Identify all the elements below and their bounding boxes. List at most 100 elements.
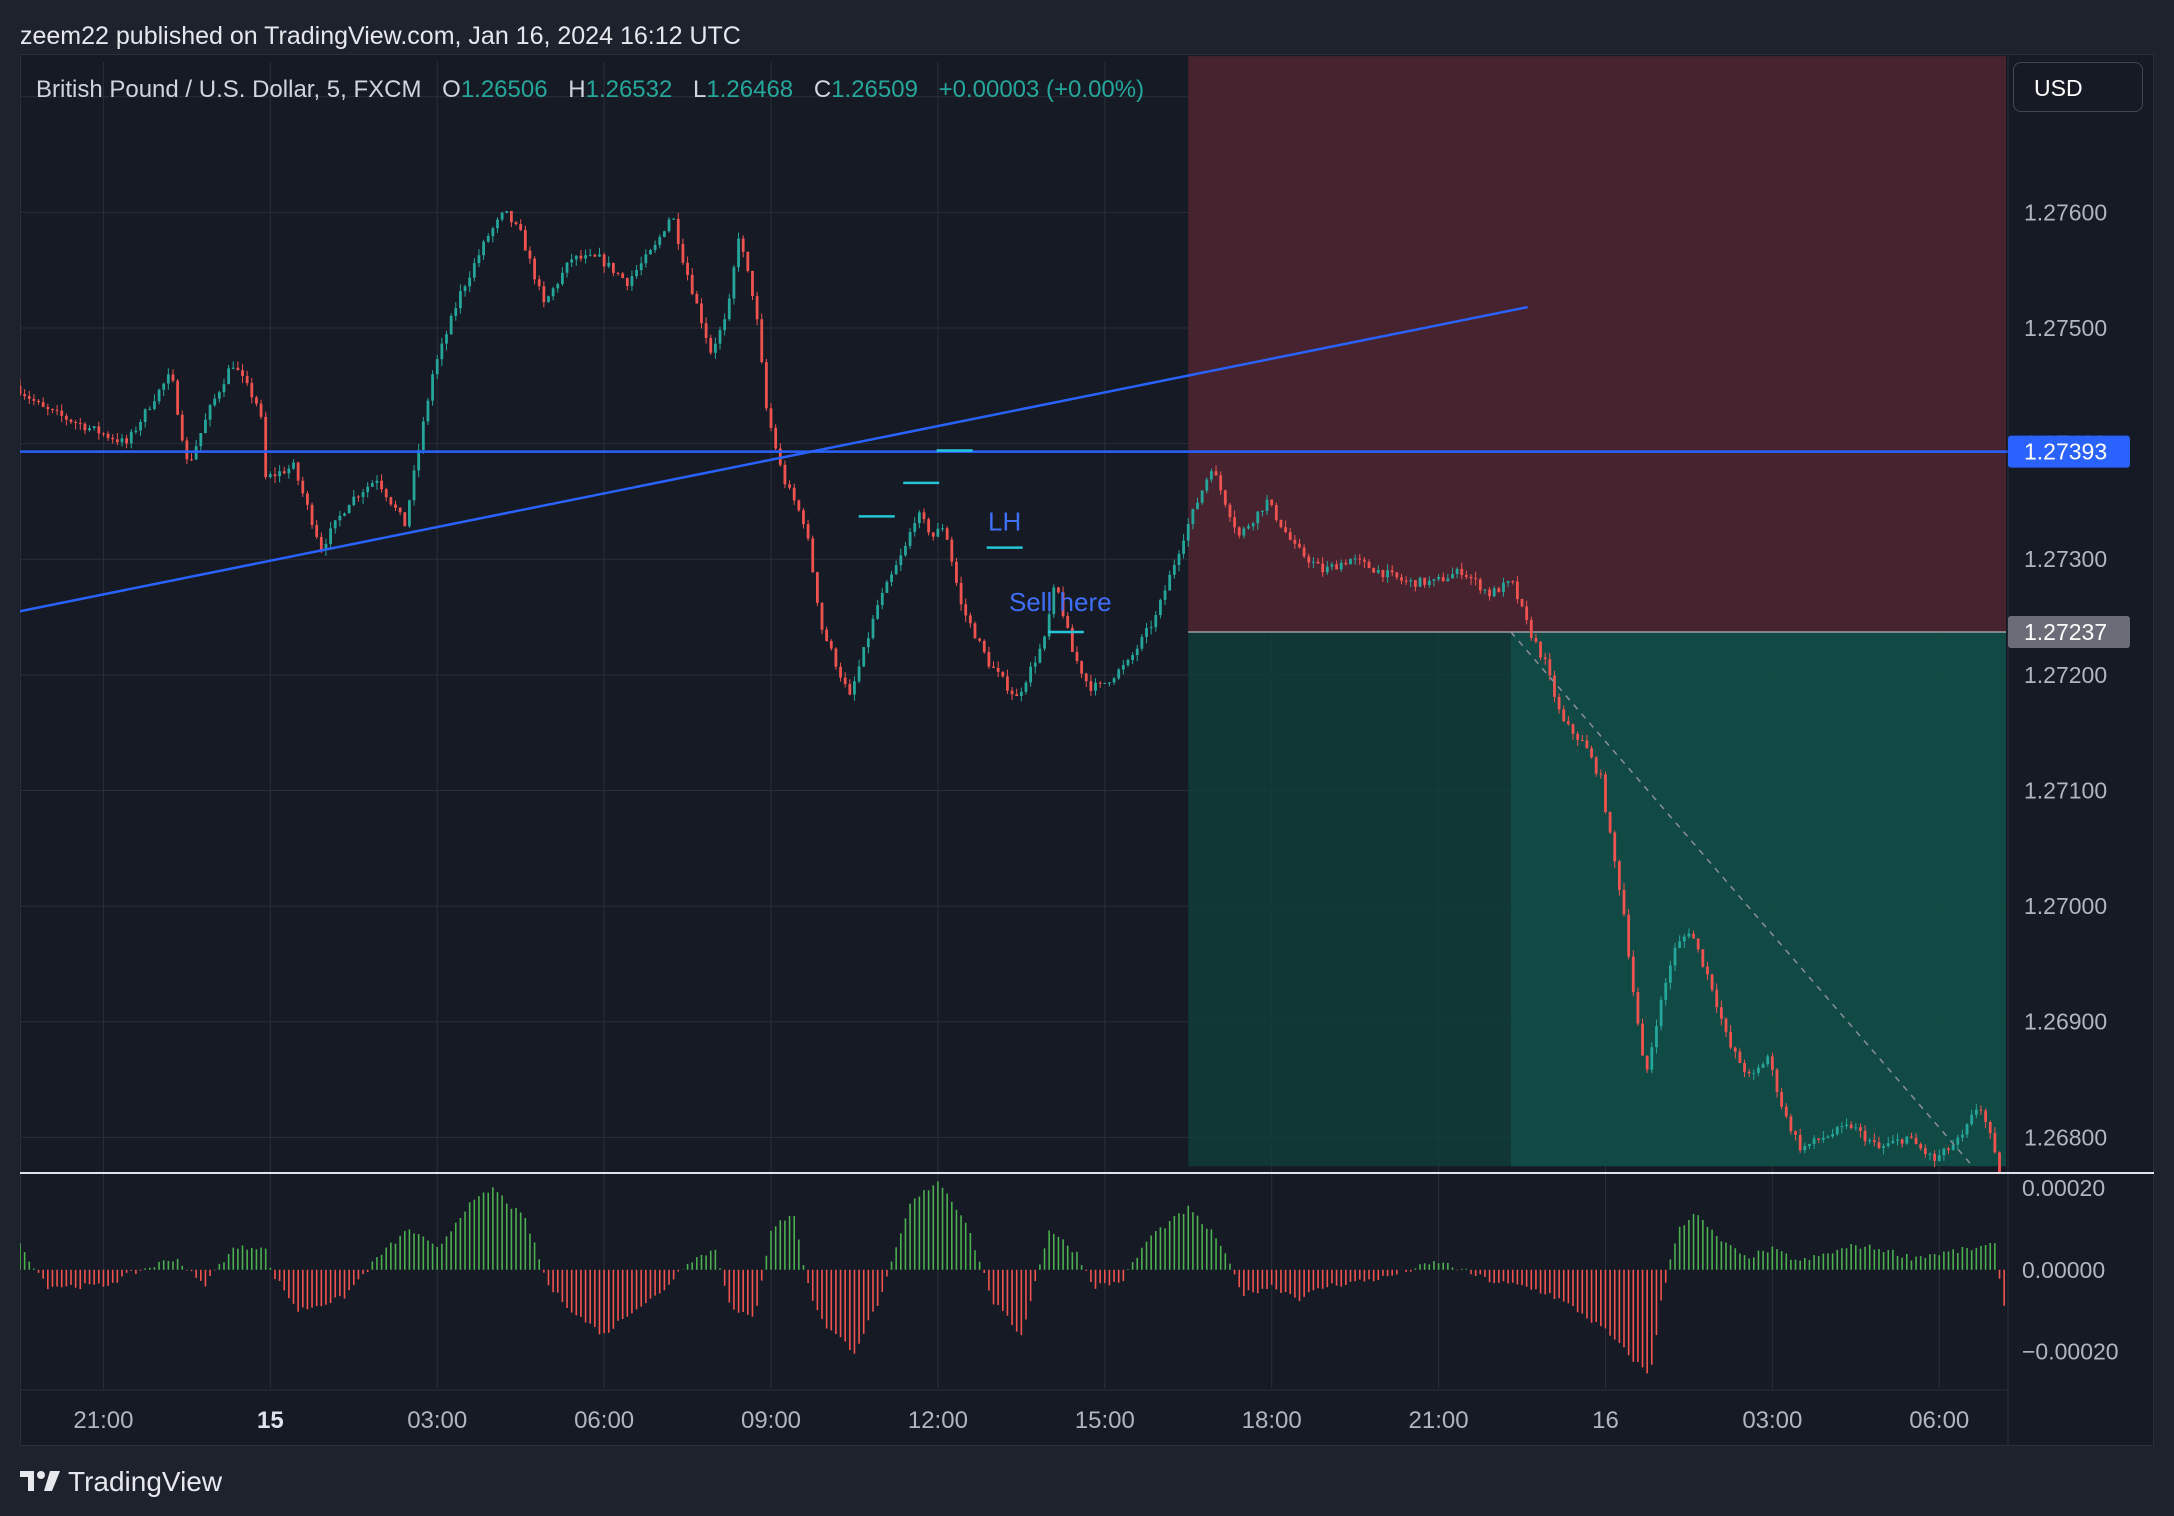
candle (519, 219, 523, 232)
candle (227, 364, 231, 385)
candle-body (1233, 517, 1236, 528)
candle-body (1196, 502, 1199, 510)
candle-body (755, 296, 759, 320)
currency-button[interactable]: USD (2013, 62, 2143, 112)
candle (1984, 1108, 1987, 1129)
candle-body (811, 538, 815, 573)
candle-body (996, 667, 1000, 672)
candle-body (681, 243, 685, 263)
candle-body (1636, 992, 1640, 1024)
candle (250, 378, 254, 404)
candle-body (519, 224, 523, 231)
candle-body (1145, 628, 1148, 637)
candle-body (639, 263, 643, 271)
candle-body (199, 433, 203, 447)
price-tick-label: 1.27100 (2024, 777, 2107, 803)
candle (598, 247, 601, 257)
candle-body (1733, 1047, 1737, 1052)
candle (1441, 572, 1445, 582)
candle-body (333, 520, 337, 529)
candle (955, 557, 958, 586)
candle-body (1483, 589, 1487, 591)
candle-body (361, 492, 365, 498)
candle (510, 210, 513, 228)
candle-body (565, 262, 569, 273)
candle-body (329, 528, 332, 544)
candle (1562, 705, 1566, 723)
candle-body (1084, 673, 1088, 682)
candle (1798, 1128, 1802, 1154)
candle (282, 466, 286, 475)
candle-body (185, 440, 189, 460)
candle-body (1998, 1152, 2001, 1172)
candle (1159, 598, 1162, 619)
candle (584, 249, 587, 264)
candle (459, 284, 462, 314)
symbol-name[interactable]: British Pound / U.S. Dollar, 5, FXCM (36, 76, 422, 103)
high-label: H (568, 76, 586, 103)
candle-body (1339, 562, 1343, 570)
candle-body (1553, 675, 1556, 697)
candle (1933, 1150, 1936, 1168)
candle-body (236, 367, 240, 371)
candle (843, 672, 847, 688)
candle (1826, 1134, 1830, 1139)
candle-body (301, 480, 305, 494)
candle (1511, 580, 1515, 585)
candle (1956, 1134, 1960, 1151)
candle (945, 526, 949, 541)
candle (1381, 569, 1385, 583)
candle (676, 212, 680, 250)
candle (1488, 586, 1491, 601)
candle (199, 433, 203, 453)
candle-body (1692, 933, 1695, 939)
candle-body (1293, 539, 1297, 544)
candle (625, 277, 629, 291)
candle-body (1520, 598, 1524, 607)
candle (1743, 1059, 1746, 1078)
candle (162, 382, 166, 397)
candle-body (440, 343, 444, 360)
candle (769, 403, 773, 432)
candle-body (1098, 682, 1102, 684)
candle (1539, 641, 1542, 661)
candle-body (551, 288, 555, 297)
candle (1891, 1135, 1895, 1144)
candle (1409, 577, 1413, 588)
candle-body (1367, 561, 1371, 569)
candle (839, 662, 842, 682)
candle (329, 522, 332, 549)
candle-body (129, 431, 133, 444)
candle (1622, 883, 1626, 917)
candle (255, 395, 258, 407)
candle-body (945, 528, 949, 540)
candle-body (815, 572, 819, 603)
candle-body (1298, 543, 1301, 548)
candle-body (1622, 889, 1626, 915)
candle-body (1047, 614, 1051, 637)
candle (968, 612, 972, 628)
candle-body (1664, 982, 1668, 1000)
tradingview-brand[interactable]: TradingView (20, 1462, 222, 1502)
candle-body (700, 303, 703, 324)
candle-body (477, 255, 481, 264)
candle-body (1140, 636, 1144, 649)
candle-body (1539, 641, 1542, 658)
annotation-text: LH (988, 506, 1021, 536)
candle (551, 286, 555, 301)
candle-body (1325, 566, 1329, 573)
candle (820, 602, 824, 635)
candle (204, 413, 207, 434)
candle (1061, 586, 1065, 619)
candle (60, 404, 64, 423)
candle (1182, 533, 1185, 559)
candle-body (115, 439, 119, 443)
candle (1794, 1130, 1797, 1141)
projection-dashed-line (1510, 631, 1974, 1167)
candle (1636, 987, 1640, 1026)
candle-body (1372, 568, 1376, 573)
candle (936, 522, 940, 538)
candle (1172, 559, 1176, 579)
candle (1437, 573, 1440, 582)
